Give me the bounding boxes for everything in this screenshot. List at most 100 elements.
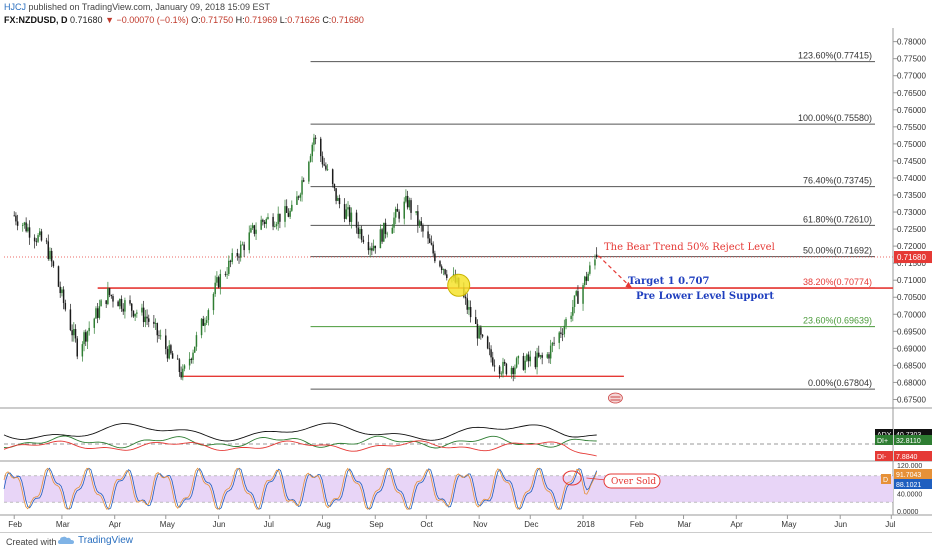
annotation-reject-level[interactable]: The Bear Trend 50% Reject Level <box>604 242 775 253</box>
candle-body <box>62 289 65 303</box>
candle-body <box>154 323 157 324</box>
candle-body <box>522 356 525 370</box>
candle-body <box>100 300 102 307</box>
candle-body <box>386 233 388 235</box>
low-label: L: <box>279 15 288 25</box>
candle-body <box>88 327 90 332</box>
candle-body <box>539 355 542 357</box>
adx-series-name: DI+ <box>877 438 888 445</box>
tradingview-brand[interactable]: TradingView <box>78 535 134 546</box>
y-tick-label: 0.69500 <box>897 327 926 336</box>
candle-body <box>241 244 244 246</box>
candle-body <box>575 291 577 296</box>
candle-body <box>71 330 73 336</box>
projection-arrow[interactable] <box>597 255 633 290</box>
candle-body <box>430 242 433 245</box>
candle-body <box>40 231 43 241</box>
candle-body <box>202 318 205 326</box>
price-tag <box>894 251 932 264</box>
candle-body <box>418 221 421 226</box>
y-tick-label: 0.72500 <box>897 225 926 234</box>
candle-body <box>178 359 181 372</box>
candle-body <box>502 361 504 374</box>
candle-body <box>486 336 489 349</box>
candle-body <box>350 212 353 222</box>
candle-body <box>23 222 26 226</box>
candle-body <box>348 207 351 222</box>
candle-body <box>570 315 572 320</box>
candle-body <box>117 301 119 307</box>
candle-body <box>415 211 417 213</box>
created-with-label: Created with <box>6 537 57 547</box>
candle-body <box>156 323 159 336</box>
candle-body <box>159 335 162 337</box>
candle-body <box>551 342 554 346</box>
stoch-k-line <box>3 467 598 510</box>
candle-body <box>81 344 84 357</box>
y-tick-label: 0.69000 <box>897 344 926 353</box>
x-tick-label: Jul <box>264 520 274 529</box>
y-tick-label: 0.67500 <box>897 395 926 404</box>
y-tick-label: 0.72000 <box>897 242 926 251</box>
candle-body <box>69 309 72 331</box>
stoch-d-line <box>3 467 598 510</box>
candle-body <box>595 254 598 258</box>
y-tick-label: 0.77000 <box>897 72 926 81</box>
fib-level-label: 61.80%(0.72610) <box>803 214 872 224</box>
candle-body <box>505 363 508 375</box>
over-sold-callout[interactable] <box>603 473 661 489</box>
candle-body <box>478 327 480 339</box>
candle-body <box>192 352 194 360</box>
candle-body <box>432 244 434 254</box>
candle-body <box>142 307 145 323</box>
candle-body <box>289 210 291 217</box>
candle-body <box>480 327 482 335</box>
candle-body <box>170 345 172 354</box>
x-tick-label: Feb <box>630 520 644 529</box>
price-change: −0.00070 (−0.1%) <box>116 15 189 25</box>
candle-body <box>260 219 262 230</box>
candle-body <box>393 217 395 228</box>
candle-body <box>326 169 329 171</box>
us-flag-event-icon[interactable] <box>608 392 623 404</box>
candle-body <box>207 310 210 321</box>
annotation-target[interactable]: Target 1 0.707 <box>628 276 709 287</box>
candle-body <box>49 250 51 259</box>
candle-body <box>565 319 567 326</box>
x-tick-label: Aug <box>316 520 330 529</box>
candle-body <box>422 225 424 232</box>
candle-body <box>558 332 560 343</box>
candle-body <box>180 371 182 378</box>
x-tick-label: Oct <box>420 520 433 529</box>
candle-body <box>59 286 61 294</box>
candle-body <box>573 295 576 308</box>
stoch-series-name: D <box>883 477 888 484</box>
candle-body <box>183 365 186 369</box>
candle-body <box>108 288 111 295</box>
candle-body <box>21 225 24 226</box>
candle-body <box>96 308 99 318</box>
y-tick-label: 0.68000 <box>897 378 926 387</box>
chart-canvas[interactable]: 0.78000 0.77500 0.77000 0.76500 0.76000 0.755… <box>0 0 932 532</box>
candle-body <box>429 238 431 243</box>
candle-body <box>250 228 252 233</box>
annotation-support[interactable]: Pre Lower Level Support <box>636 291 774 302</box>
y-tick-label: 0.78000 <box>897 38 926 47</box>
publisher-name[interactable]: HJCJ <box>4 2 26 12</box>
candle-body <box>333 184 336 189</box>
candle-body <box>314 137 317 139</box>
candle-body <box>33 237 36 242</box>
high-value: 0.71969 <box>244 15 278 25</box>
stoch-d-value-tag <box>894 469 932 479</box>
candle-body <box>119 298 121 307</box>
candle-body <box>481 334 484 337</box>
candle-body <box>299 194 302 198</box>
tradingview-logo-icon <box>58 536 74 544</box>
candle-body <box>546 354 549 358</box>
candle-body <box>589 265 591 274</box>
candle-body <box>536 352 538 368</box>
price-tag-label: 0.71680 <box>897 253 926 262</box>
candle-body <box>190 358 193 360</box>
candle-body <box>320 138 322 157</box>
x-tick-label: Feb <box>8 520 22 529</box>
